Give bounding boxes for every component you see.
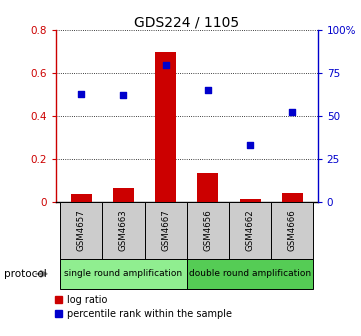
Bar: [271, 202, 313, 259]
Bar: [71, 194, 92, 202]
Text: GSM4667: GSM4667: [161, 209, 170, 251]
Bar: [240, 200, 261, 202]
Point: [247, 142, 253, 148]
Legend: log ratio, percentile rank within the sample: log ratio, percentile rank within the sa…: [53, 294, 233, 320]
Text: GSM4662: GSM4662: [245, 209, 255, 251]
Bar: [282, 193, 303, 202]
Text: GSM4656: GSM4656: [204, 209, 212, 251]
Text: double round amplification: double round amplification: [189, 269, 311, 278]
Text: GSM4666: GSM4666: [288, 209, 297, 251]
Bar: [113, 188, 134, 202]
Bar: [229, 202, 271, 259]
Bar: [103, 202, 145, 259]
Point: [205, 88, 211, 93]
Text: protocol: protocol: [4, 269, 46, 279]
Point: [78, 91, 84, 96]
Point: [163, 62, 169, 67]
Bar: [197, 173, 218, 202]
Text: GSM4663: GSM4663: [119, 209, 128, 251]
Bar: [187, 259, 313, 289]
Bar: [60, 259, 187, 289]
Point: [121, 93, 126, 98]
Bar: [187, 202, 229, 259]
Bar: [60, 202, 103, 259]
Text: single round amplification: single round amplification: [64, 269, 183, 278]
Text: GSM4657: GSM4657: [77, 209, 86, 251]
Bar: [155, 52, 176, 202]
Point: [290, 110, 295, 115]
Title: GDS224 / 1105: GDS224 / 1105: [134, 15, 239, 29]
Bar: [145, 202, 187, 259]
